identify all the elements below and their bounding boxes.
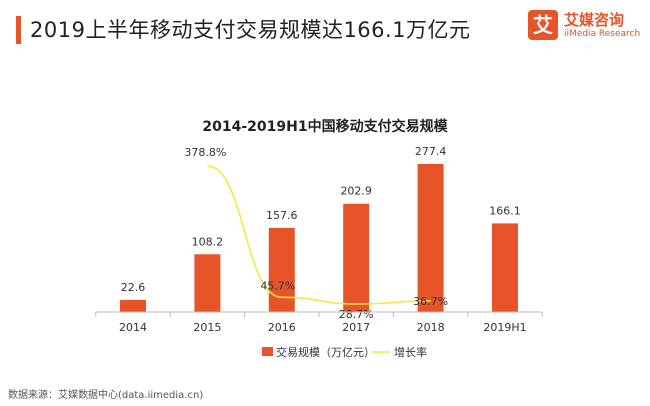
bars-layer	[120, 164, 518, 312]
bar-2016	[268, 227, 295, 312]
x-tick-label: 2019H1	[483, 321, 526, 334]
labels-layer: 22.6 108.2 157.6 202.9 277.4 166.1 378.8% 45.7%…	[121, 145, 521, 321]
x-tick-label: 2018	[417, 321, 445, 334]
bar-value-label: 108.2	[192, 235, 224, 248]
page-title: 2019上半年移动支付交易规模达166.1万亿元	[30, 18, 471, 42]
bar-value-label: 22.6	[121, 281, 146, 294]
growth-rate-label: 36.7%	[413, 295, 448, 308]
bar-2019H1	[492, 223, 518, 312]
x-tick-label: 2014	[119, 321, 147, 334]
bar-2015	[194, 254, 221, 312]
x-axis: 2014 2015 2016 2017 2018 2019H1	[95, 311, 543, 334]
logo-name: 艾媒咨询	[564, 11, 625, 29]
bar-value-label: 277.4	[415, 145, 447, 158]
bar-2014	[120, 299, 146, 312]
bar-value-label: 157.6	[266, 209, 298, 222]
growth-rate-label: 378.8%	[184, 146, 226, 159]
growth-rate-label: 45.7%	[260, 279, 295, 292]
logo-icon: 艾	[528, 10, 558, 40]
legend: 交易规模（万亿元） 增长率	[262, 345, 427, 359]
chart-title: 2014-2019H1中国移动支付交易规模	[202, 118, 448, 135]
headline-accent-bar	[16, 16, 21, 44]
x-tick-label: 2017	[342, 321, 370, 334]
x-tick-label: 2016	[268, 321, 296, 334]
legend-line-label: 增长率	[394, 345, 427, 359]
growth-line-layer	[207, 165, 431, 305]
source-note: 数据来源：艾媒数据中心(data.iimedia.cn)	[8, 390, 204, 401]
bar-value-label: 166.1	[489, 204, 521, 217]
bar-2018	[417, 164, 444, 312]
bar-2017	[343, 203, 370, 312]
legend-bar-swatch	[262, 347, 273, 356]
x-tick-label: 2015	[193, 321, 221, 334]
logo-subtitle: iiMedia Research	[564, 29, 641, 39]
growth-line	[207, 165, 431, 305]
legend-bar-label: 交易规模（万亿元）	[276, 345, 375, 359]
growth-rate-label: 28.7%	[339, 308, 374, 321]
bar-value-label: 202.9	[340, 185, 372, 198]
